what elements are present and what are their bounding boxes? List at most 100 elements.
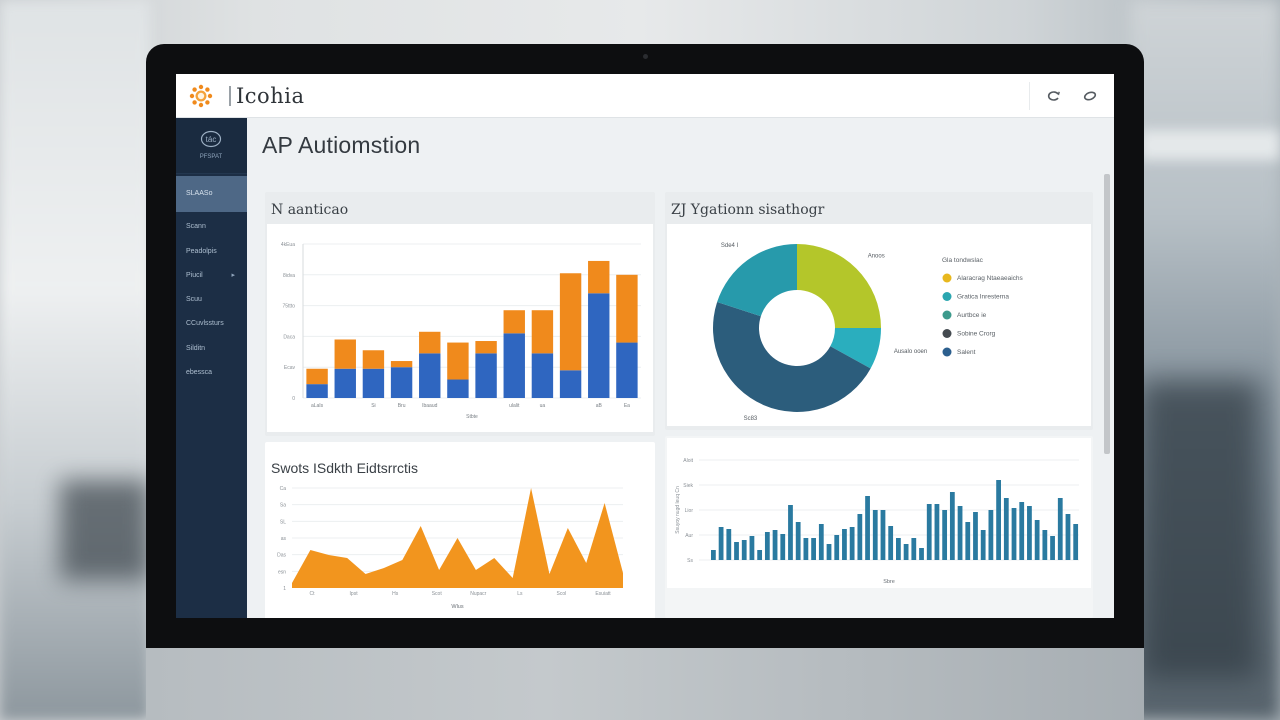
background-object (1140, 380, 1260, 680)
svg-text:Si: Si (371, 403, 375, 409)
chevron-right-icon: ▸ (231, 272, 235, 279)
monitor-chin (146, 648, 1144, 720)
column-panel: Ss Aur Lior Siek Aloit Ssuyoy nugd leuq Cn Sbr… (665, 436, 1093, 618)
svg-text:aLaIs: aLaIs (311, 403, 324, 409)
svg-text:Stbte: Stbte (466, 414, 478, 420)
svg-text:ulalit: ulalit (509, 403, 520, 409)
svg-text:1: 1 (283, 586, 286, 592)
svg-text:8idva: 8idva (283, 273, 295, 279)
svg-text:Aloit: Aloit (683, 458, 693, 464)
background-window (0, 0, 150, 720)
sidebar-item-2[interactable]: Peadolpis (176, 240, 247, 264)
page-title: AP Autiomstion (262, 132, 421, 158)
svg-text:Scot: Scot (432, 591, 443, 597)
svg-text:Aur: Aur (685, 533, 693, 539)
panel-title: N aanticao (271, 202, 349, 218)
svg-text:Ecav: Ecav (284, 365, 296, 371)
donut-chart: Anoos Ausalo ooen Sc83 Sde4 I Gla tondwslac A… (667, 224, 1091, 426)
svg-text:Gla tondwslac: Gla tondwslac (942, 257, 984, 264)
svg-text:Ibaaud: Ibaaud (422, 403, 438, 409)
svg-text:Sobine Crorg: Sobine Crorg (957, 331, 996, 338)
sidebar-item-label: Scuu (186, 296, 202, 303)
user-avatar-icon: tác (200, 130, 222, 148)
app-screen: Icohia tác PFSPAT SLAASo Scann Peadolpis (176, 74, 1114, 618)
sidebar-item-0[interactable]: SLAASo (176, 176, 247, 212)
sidebar-item-label: Silditn (186, 345, 206, 352)
background-object (60, 480, 150, 580)
svg-text:ua: ua (540, 403, 546, 409)
svg-text:Aurtbce ie: Aurtbce ie (957, 312, 987, 319)
sidebar-item-label: Scann (186, 223, 206, 230)
sidebar-item-label: CCuvlssturs (186, 320, 224, 327)
webcam (643, 54, 648, 59)
svg-text:Salent: Salent (957, 349, 976, 356)
svg-text:aB: aB (596, 403, 603, 409)
svg-text:Sa: Sa (280, 503, 286, 509)
stacked-bar-chart: 0 Ecav Daca 75ttto 8idva 4kEua aLaIs Si Bru Ibaau… (267, 224, 653, 432)
area-chart: 1 esn Das as SL Sa Ca Ct Ipst Hs Scot Nupacr Ls Scol E… (265, 478, 655, 618)
toolbar-divider (1029, 82, 1030, 110)
sidebar-item-3[interactable]: Piucil ▸ (176, 264, 247, 288)
svg-text:SL: SL (280, 519, 286, 525)
top-bar: Icohia (176, 74, 1114, 118)
refresh-icon[interactable] (1046, 88, 1062, 104)
svg-text:Ausalo ooen: Ausalo ooen (894, 349, 927, 355)
donut-chart-svg: Anoos Ausalo ooen Sc83 Sde4 I Gla tondwslac A… (713, 243, 1024, 422)
background-light (1140, 130, 1280, 160)
svg-text:Gratica Inresterna: Gratica Inresterna (957, 294, 1009, 301)
link-icon[interactable] (1082, 88, 1098, 104)
sidebar: tác PFSPAT SLAASo Scann Peadolpis Piucil… (176, 118, 247, 618)
sidebar-profile[interactable]: tác PFSPAT (176, 118, 247, 174)
svg-text:Nupacr: Nupacr (470, 591, 486, 597)
sidebar-item-6[interactable]: Silditn (176, 337, 247, 361)
panel-title: ZJ Ygationn sisathogr (671, 202, 825, 218)
svg-text:Sc83: Sc83 (744, 416, 758, 422)
stacked-bar-panel: N aanticao 0 Ecav Daca 75ttto 8idva 4kEua aLaI… (265, 192, 655, 436)
svg-text:Ct: Ct (310, 591, 316, 597)
svg-text:Esuiatt: Esuiatt (595, 591, 611, 597)
sidebar-item-1[interactable]: Scann (176, 215, 247, 239)
column-chart: Ss Aur Lior Siek Aloit Ssuyoy nugd leuq Cn Sbr… (667, 438, 1091, 588)
svg-text:Anoos: Anoos (868, 253, 885, 259)
sidebar-item-label: Peadolpis (186, 248, 217, 255)
svg-text:Ls: Ls (517, 591, 523, 597)
sidebar-item-label: SLAASo (186, 190, 213, 197)
svg-text:Ea: Ea (624, 403, 630, 409)
svg-text:4kEua: 4kEua (281, 242, 295, 248)
sidebar-user-label: PFSPAT (199, 154, 223, 160)
svg-text:as: as (281, 536, 287, 542)
svg-text:Ipst: Ipst (350, 591, 359, 597)
svg-text:Hs: Hs (392, 591, 399, 597)
svg-text:Ss: Ss (687, 558, 693, 564)
app-name: Icohia (236, 84, 305, 108)
logo-divider (229, 86, 231, 106)
svg-text:Das: Das (277, 553, 286, 559)
sunburst-logo-icon (189, 84, 213, 108)
sidebar-item-label: ebessca (186, 369, 213, 376)
svg-text:0: 0 (292, 396, 295, 402)
sidebar-item-7[interactable]: ebessca (176, 361, 247, 385)
svg-text:75ttto: 75ttto (282, 304, 295, 310)
svg-text:Alaracrag Ntaeaeaichs: Alaracrag Ntaeaeaichs (957, 275, 1024, 282)
svg-text:Ssuyoy nugd leuq Cn: Ssuyoy nugd leuq Cn (675, 486, 681, 534)
stacked-bar-chart-svg: 0 Ecav Daca 75ttto 8idva 4kEua aLaIs Si Bru Ibaau… (281, 242, 641, 420)
svg-text:Daca: Daca (283, 334, 295, 340)
sidebar-item-5[interactable]: CCuvlssturs (176, 312, 247, 336)
svg-text:Bru: Bru (398, 403, 406, 409)
column-chart-svg: Ss Aur Lior Siek Aloit Ssuyoy nugd leuq Cn Sbr… (675, 458, 1079, 585)
svg-text:Sbre: Sbre (883, 579, 895, 585)
area-chart-svg: 1 esn Das as SL Sa Ca Ct Ipst Hs Scot Nupacr Ls Scol E… (277, 486, 623, 610)
sidebar-item-label: Piucil (186, 272, 203, 279)
area-panel: Swots ISdkth Eidtsrrctis 1 esn Das as SL Sa Ca… (265, 442, 655, 618)
svg-text:Wlus: Wlus (451, 604, 463, 610)
svg-text:esn: esn (278, 569, 286, 575)
svg-text:tác: tác (206, 135, 217, 144)
svg-text:Lior: Lior (685, 508, 694, 514)
donut-panel: ZJ Ygationn sisathogr Anoos Ausalo ooen Sc… (665, 192, 1093, 430)
svg-text:Sde4 I: Sde4 I (721, 243, 739, 249)
svg-text:Scol: Scol (557, 591, 567, 597)
svg-text:Ca: Ca (280, 486, 287, 492)
vertical-scrollbar[interactable] (1104, 174, 1110, 454)
svg-text:Siek: Siek (683, 483, 693, 489)
sidebar-item-4[interactable]: Scuu (176, 288, 247, 312)
